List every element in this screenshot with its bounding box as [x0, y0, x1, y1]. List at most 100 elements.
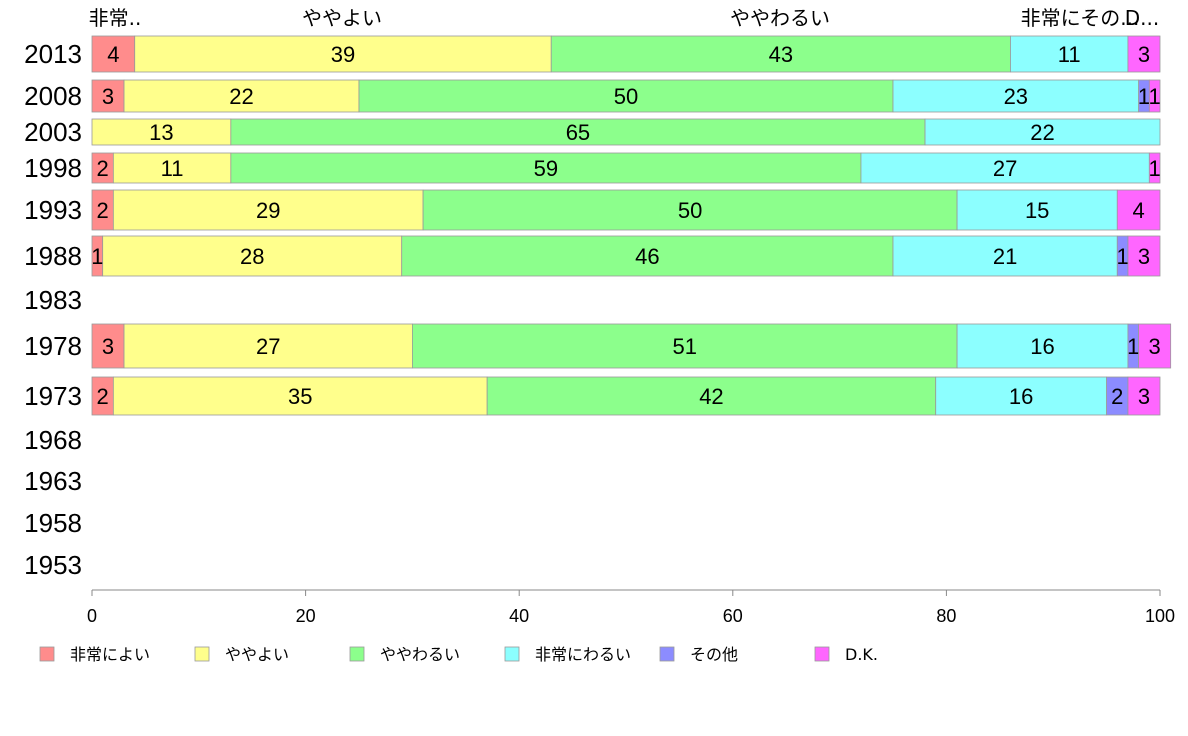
legend-label-4: その他 [690, 645, 738, 664]
year-label-2013: 2013 [24, 39, 82, 69]
bar-row-1988: 1 28 46 21 1 3 [91, 235, 1161, 277]
data-label-2008-4: 1 [1138, 84, 1150, 109]
bar-segment-1973-1 [112, 376, 488, 416]
year-label-1953: 1953 [24, 550, 82, 580]
legend-item-1: ややよい [194, 645, 289, 664]
bar-segment-2013-1 [134, 35, 552, 73]
bar-segment-1998-1 [112, 152, 232, 184]
top-label-0: 非常.. [89, 6, 142, 30]
legend-item-2: ややわるい [349, 645, 460, 664]
bar-segment-1998-3 [860, 152, 1150, 184]
data-label-1973-0: 2 [97, 384, 109, 409]
data-label-1993-5: 4 [1133, 198, 1145, 223]
bar-segment-1988-2 [401, 235, 894, 277]
x-tick-label-100: 100 [1145, 606, 1175, 626]
bar-row-1973: 2 35 42 16 2 3 [91, 376, 1161, 416]
bar-row-1993: 2 29 50 15 4 [91, 189, 1161, 231]
data-label-1988-3: 21 [993, 244, 1017, 269]
bar-segment-2008-1 [123, 79, 360, 113]
bar-segment-1978-2 [411, 323, 958, 369]
legend-swatch-4 [659, 646, 675, 662]
legend-swatch-5 [814, 646, 830, 662]
x-tick-label-0: 0 [87, 606, 97, 626]
bar-row-1978: 3 27 51 16 1 3 [91, 323, 1172, 369]
year-label-1968: 1968 [24, 425, 82, 455]
bar-segment-1993-2 [422, 189, 958, 231]
data-label-1973-4: 2 [1111, 384, 1123, 409]
bar-segment-2003-2 [230, 118, 926, 146]
legend-swatch-0 [39, 646, 55, 662]
year-label-1988: 1988 [24, 241, 82, 271]
bar-segment-1993-1 [112, 189, 424, 231]
legend-swatch-1 [194, 646, 210, 662]
year-label-2003: 2003 [24, 117, 82, 147]
data-label-1993-2: 50 [678, 198, 702, 223]
legend-item-5: D.K. [814, 645, 878, 664]
data-label-1973-3: 16 [1009, 384, 1033, 409]
data-label-2013-0: 4 [107, 42, 119, 67]
bar-segment-2013-2 [550, 35, 1011, 73]
legend-label-1: ややよい [225, 645, 289, 664]
legend-swatch-2 [349, 646, 365, 662]
bar-segment-2008-3 [892, 79, 1140, 113]
bar-row-2008: 3 22 50 23 11 [91, 79, 1161, 113]
data-label-1973-1: 35 [288, 384, 312, 409]
data-label-1988-2: 46 [635, 244, 659, 269]
bar-segment-2008-0 [91, 79, 125, 113]
data-label-2008-3: 23 [1004, 84, 1028, 109]
legend: 非常によい ややよい ややわるい 非常にわるい その他 D.K. [39, 645, 878, 664]
top-label-2: ややわるい [730, 6, 830, 30]
legend-label-0: 非常によい [70, 645, 150, 664]
year-label-1993: 1993 [24, 195, 82, 225]
year-label-2008: 2008 [24, 81, 82, 111]
bar-segment-2008-5 [1148, 79, 1161, 113]
data-label-2003-3: 22 [1030, 120, 1054, 145]
bar-segment-1973-5 [1127, 376, 1161, 416]
bar-segment-1973-2 [486, 376, 937, 416]
top-label-4: D... [1125, 6, 1159, 30]
bar-segment-1978-5 [1138, 323, 1172, 369]
legend-item-4: その他 [659, 645, 738, 664]
bar-segment-2003-3 [924, 118, 1161, 146]
year-label-1998: 1998 [24, 153, 82, 183]
top-series-labels: 非常.. ややよい ややわるい 非常にその...D... [89, 6, 1160, 30]
data-label-2013-1: 39 [331, 42, 355, 67]
legend-item-3: 非常にわるい [504, 645, 631, 664]
x-tick-label-20: 20 [296, 606, 316, 626]
bar-segment-1998-2 [230, 152, 862, 184]
legend-swatch-3 [504, 646, 520, 662]
bar-segment-1978-3 [956, 323, 1129, 369]
year-label-1978: 1978 [24, 331, 82, 361]
data-label-2013-2: 43 [769, 42, 793, 67]
data-label-1988-4: 1 [1116, 244, 1128, 269]
data-label-1978-5: 3 [1149, 334, 1161, 359]
data-label-1973-2: 42 [699, 384, 723, 409]
data-label-2003-1: 13 [149, 120, 173, 145]
bar-row-1998: 2 11 59 27 1 [91, 152, 1161, 184]
x-tick-label-40: 40 [509, 606, 529, 626]
data-label-2008-2: 50 [614, 84, 638, 109]
data-label-1988-1: 28 [240, 244, 264, 269]
bar-segment-1998-5 [1148, 152, 1161, 184]
top-label-3: 非常にその... [1021, 6, 1140, 30]
bar-row-2003: 13 65 22 [91, 118, 1161, 146]
bar-segment-2013-5 [1127, 35, 1161, 73]
data-label-1978-3: 16 [1030, 334, 1054, 359]
legend-label-3: 非常にわるい [535, 645, 631, 664]
data-label-2008-0: 3 [102, 84, 114, 109]
bar-row-2013: 4 39 43 11 3 [91, 35, 1161, 73]
legend-label-5: D.K. [845, 645, 878, 664]
data-label-1988-5: 3 [1138, 244, 1150, 269]
data-label-1993-3: 15 [1025, 198, 1049, 223]
bar-segment-2008-2 [358, 79, 894, 113]
legend-item-0: 非常によい [39, 645, 150, 664]
data-label-1978-0: 3 [102, 334, 114, 359]
year-label-1973: 1973 [24, 381, 82, 411]
x-tick-label-60: 60 [723, 606, 743, 626]
bar-segment-1993-5 [1116, 189, 1161, 231]
x-axis: 0 20 40 60 80 100 [87, 589, 1175, 626]
bar-segment-1973-3 [935, 376, 1107, 416]
bar-segment-1988-5 [1127, 235, 1161, 277]
